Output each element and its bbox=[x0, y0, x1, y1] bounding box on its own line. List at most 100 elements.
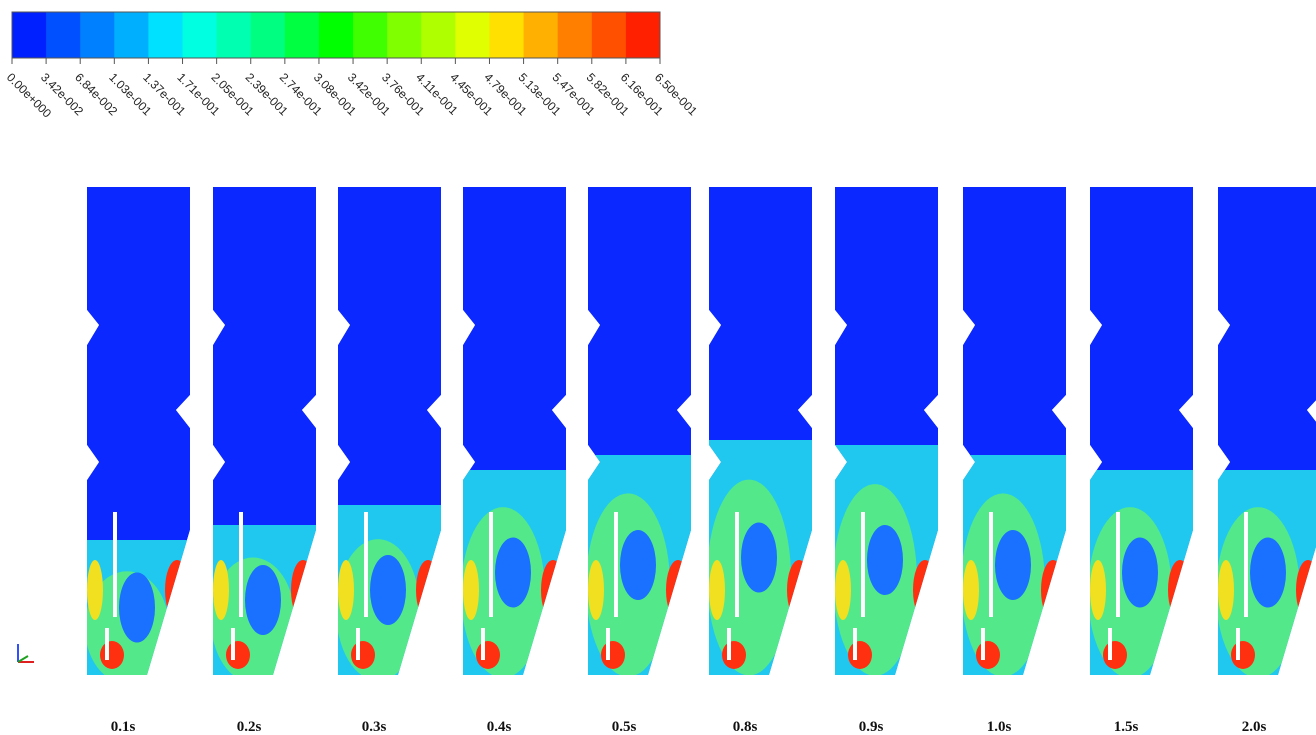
phase-blue bbox=[1250, 538, 1286, 608]
time-label: 0.4s bbox=[487, 719, 512, 735]
time-label: 1.0s bbox=[987, 719, 1012, 735]
phase-blue bbox=[370, 555, 406, 625]
colorbar-band bbox=[489, 12, 524, 58]
axis-triad bbox=[18, 644, 34, 662]
colorbar-band bbox=[148, 12, 183, 58]
phase-red bbox=[165, 560, 189, 620]
phase-yellow bbox=[963, 560, 979, 620]
time-label: 0.9s bbox=[859, 719, 884, 735]
colorbar-band bbox=[524, 12, 559, 58]
phase-red bbox=[913, 560, 937, 620]
time-label: 0.5s bbox=[612, 719, 637, 735]
baffle bbox=[1244, 512, 1248, 617]
figure: 0.00e+0003.42e-0026.84e-0021.03e-0011.37… bbox=[0, 0, 1316, 735]
baffle bbox=[239, 512, 243, 617]
phase-red bbox=[476, 641, 500, 669]
baffle bbox=[105, 628, 109, 660]
baffle bbox=[861, 512, 865, 617]
baffle bbox=[489, 512, 493, 617]
phase-red bbox=[226, 641, 250, 669]
colorbar-band bbox=[353, 12, 388, 58]
panel bbox=[85, 187, 190, 684]
phase-yellow bbox=[463, 560, 479, 620]
phase-yellow bbox=[338, 560, 354, 620]
baffle bbox=[231, 628, 235, 660]
panel bbox=[461, 187, 566, 678]
baffle bbox=[606, 628, 610, 660]
phase-blue bbox=[867, 525, 903, 595]
phase-red bbox=[666, 560, 690, 620]
phase-yellow bbox=[588, 560, 604, 620]
baffle bbox=[853, 628, 857, 660]
colorbar-band bbox=[12, 12, 47, 58]
time-label: 0.8s bbox=[733, 719, 758, 735]
panel bbox=[336, 187, 441, 681]
phase-blue bbox=[741, 523, 777, 593]
baffle bbox=[1108, 628, 1112, 660]
phase-red bbox=[976, 641, 1000, 669]
baffle bbox=[356, 628, 360, 660]
phase-red bbox=[601, 641, 625, 669]
phase-yellow bbox=[213, 560, 229, 620]
panel bbox=[707, 187, 812, 675]
colorbar-band bbox=[592, 12, 627, 58]
colorbar-band bbox=[387, 12, 422, 58]
phase-red bbox=[1231, 641, 1255, 669]
phase-red bbox=[1041, 560, 1065, 620]
colorbar-band bbox=[183, 12, 218, 58]
panel bbox=[211, 187, 316, 683]
phase-blue bbox=[1122, 538, 1158, 608]
colorbar-band bbox=[319, 12, 354, 58]
time-label: 2.0s bbox=[1242, 719, 1267, 735]
colorbar: 0.00e+0003.42e-0026.84e-0021.03e-0011.37… bbox=[4, 12, 700, 121]
baffle bbox=[614, 512, 618, 617]
phase-red bbox=[1103, 641, 1127, 669]
baffle bbox=[989, 512, 993, 617]
colorbar-band bbox=[421, 12, 456, 58]
time-label: 0.2s bbox=[237, 719, 262, 735]
baffle bbox=[1116, 512, 1120, 617]
colorbar-band bbox=[558, 12, 593, 58]
baffle bbox=[113, 512, 117, 617]
time-label: 0.3s bbox=[362, 719, 387, 735]
colorbar-band bbox=[455, 12, 490, 58]
phase-red bbox=[100, 641, 124, 669]
phase-yellow bbox=[709, 560, 725, 620]
baffle bbox=[981, 628, 985, 660]
time-label: 1.5s bbox=[1114, 719, 1139, 735]
phase-yellow bbox=[87, 560, 103, 620]
phase-yellow bbox=[1090, 560, 1106, 620]
phase-red bbox=[848, 641, 872, 669]
panel bbox=[586, 187, 691, 677]
phase-yellow bbox=[835, 560, 851, 620]
colorbar-band bbox=[46, 12, 81, 58]
colorbar-band bbox=[114, 12, 149, 58]
phase-blue bbox=[119, 573, 155, 643]
panel bbox=[961, 187, 1066, 677]
time-label: 0.1s bbox=[111, 719, 136, 735]
colorbar-band bbox=[217, 12, 252, 58]
baffle bbox=[735, 512, 739, 617]
baffle bbox=[481, 628, 485, 660]
phase-blue bbox=[620, 530, 656, 600]
phase-blue bbox=[995, 530, 1031, 600]
phase-yellow bbox=[1218, 560, 1234, 620]
phase-red bbox=[416, 560, 440, 620]
panel bbox=[833, 187, 938, 676]
panel bbox=[1216, 187, 1316, 678]
baffle bbox=[1236, 628, 1240, 660]
colorbar-band bbox=[626, 12, 661, 58]
phase-blue bbox=[245, 565, 281, 635]
colorbar-band bbox=[80, 12, 115, 58]
colorbar-band bbox=[285, 12, 320, 58]
phase-red bbox=[541, 560, 565, 620]
phase-blue bbox=[495, 538, 531, 608]
phase-red bbox=[1168, 560, 1192, 620]
panel bbox=[1088, 187, 1193, 678]
phase-red bbox=[291, 560, 315, 620]
baffle bbox=[364, 512, 368, 617]
phase-red bbox=[722, 641, 746, 669]
baffle bbox=[727, 628, 731, 660]
colorbar-band bbox=[251, 12, 286, 58]
phase-red bbox=[787, 560, 811, 620]
